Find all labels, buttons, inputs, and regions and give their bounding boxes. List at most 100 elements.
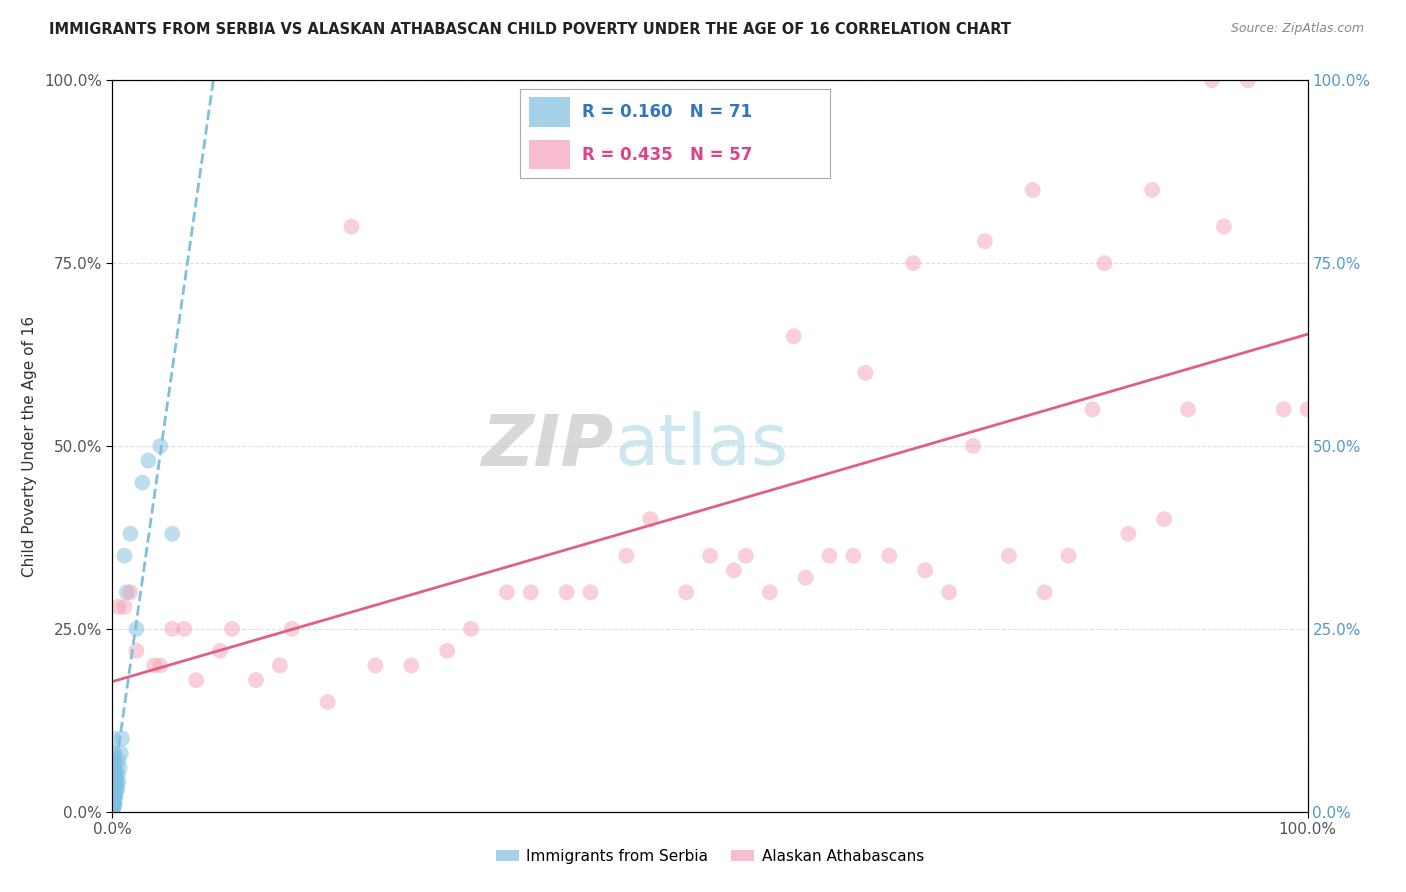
Point (340, 219, 363, 234)
Text: R = 0.160   N = 71: R = 0.160 N = 71 (582, 103, 752, 121)
Point (1177, 402, 1199, 417)
Point (1022, 183, 1045, 197)
Point (101, 768, 124, 782)
Point (101, 798, 124, 813)
Point (938, 585, 960, 599)
Point (579, 585, 602, 599)
Point (101, 794, 124, 808)
Point (104, 782, 127, 797)
Point (1201, 73, 1223, 87)
Point (496, 585, 519, 599)
Point (101, 803, 124, 817)
Point (783, 329, 806, 343)
Point (101, 774, 124, 789)
Point (101, 768, 124, 782)
Point (107, 775, 129, 789)
Point (104, 782, 127, 797)
Point (143, 658, 166, 673)
Point (101, 789, 124, 803)
Text: Source: ZipAtlas.com: Source: ZipAtlas.com (1230, 22, 1364, 36)
Point (107, 754, 129, 768)
Point (103, 797, 125, 812)
Point (101, 787, 124, 801)
Point (101, 766, 124, 780)
Point (555, 585, 578, 599)
Point (115, 585, 138, 599)
Y-axis label: Child Poverty Under the Age of 16: Child Poverty Under the Age of 16 (22, 316, 37, 576)
Point (974, 234, 997, 248)
Bar (530, 97, 569, 127)
Point (460, 622, 482, 636)
Point (103, 790, 125, 805)
Point (101, 796, 124, 810)
Point (221, 622, 243, 636)
Point (101, 790, 124, 805)
Point (699, 549, 721, 563)
Point (104, 797, 127, 812)
Text: atlas: atlas (614, 411, 789, 481)
Point (103, 775, 125, 789)
Point (316, 695, 339, 709)
Point (101, 784, 124, 798)
Point (104, 768, 127, 782)
Point (401, 658, 423, 673)
Point (125, 644, 148, 658)
Point (104, 761, 127, 775)
Point (914, 563, 936, 577)
Point (101, 801, 124, 815)
Point (111, 731, 134, 746)
Point (104, 746, 127, 760)
Point (101, 781, 124, 796)
Point (101, 790, 124, 805)
Legend: Immigrants from Serbia, Alaskan Athabascans: Immigrants from Serbia, Alaskan Athabasc… (489, 843, 931, 870)
Point (103, 731, 125, 746)
Point (855, 366, 877, 380)
Point (107, 768, 129, 782)
Point (436, 644, 458, 658)
Point (101, 746, 124, 760)
Point (1296, 402, 1319, 417)
Point (138, 453, 160, 467)
Point (120, 526, 142, 541)
Point (842, 549, 865, 563)
Point (186, 673, 208, 687)
Point (149, 658, 172, 673)
Point (101, 757, 124, 772)
Point (269, 658, 291, 673)
Point (103, 775, 125, 789)
Point (1094, 256, 1116, 270)
Point (103, 790, 125, 805)
Point (173, 622, 195, 636)
Point (101, 782, 124, 797)
Point (1142, 183, 1164, 197)
Point (101, 791, 124, 805)
Point (103, 782, 125, 797)
Point (1033, 585, 1056, 599)
Point (114, 599, 135, 614)
Point (364, 658, 387, 673)
Point (104, 790, 127, 805)
Point (103, 782, 125, 797)
Text: ZIP: ZIP (482, 411, 614, 481)
Point (520, 585, 543, 599)
Point (101, 797, 124, 812)
Point (245, 673, 267, 687)
Point (1118, 526, 1140, 541)
Point (101, 777, 124, 791)
Point (162, 622, 183, 636)
Point (759, 585, 782, 599)
Point (105, 775, 128, 789)
Point (105, 768, 128, 782)
Point (120, 585, 142, 599)
Point (1153, 512, 1175, 526)
Point (125, 622, 148, 636)
Point (104, 768, 127, 782)
Bar (530, 140, 569, 169)
Point (104, 790, 127, 805)
Point (104, 775, 127, 789)
Point (101, 797, 124, 812)
Point (114, 549, 135, 563)
Point (281, 622, 304, 636)
Point (103, 797, 125, 812)
Point (879, 549, 901, 563)
